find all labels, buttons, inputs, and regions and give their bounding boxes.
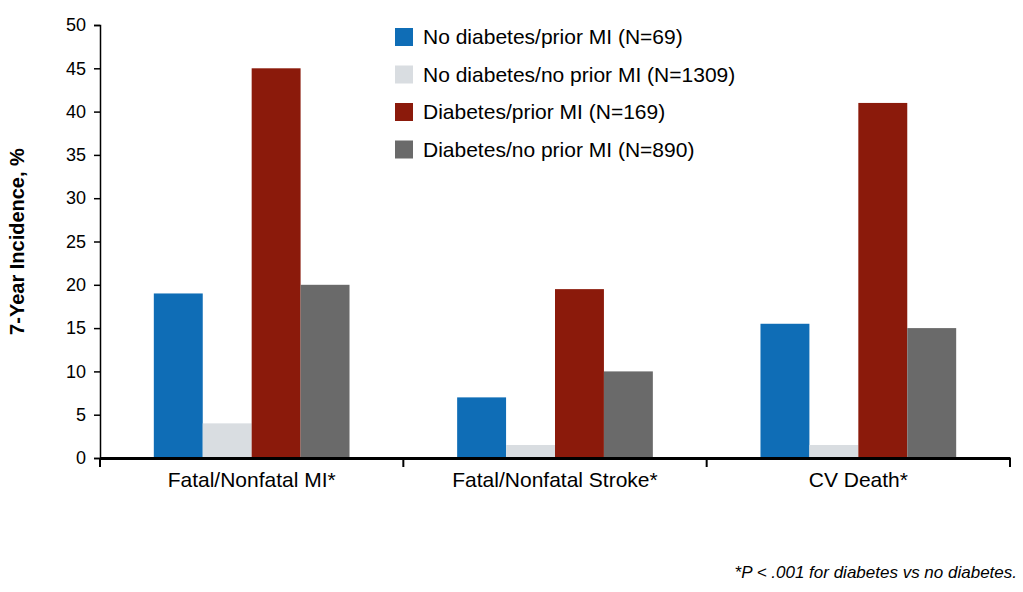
y-tick-mark bbox=[94, 285, 100, 287]
legend: No diabetes/prior MI (N=69) No diabetes/n… bbox=[395, 25, 735, 161]
bar bbox=[252, 68, 301, 458]
legend-swatch bbox=[395, 141, 413, 159]
y-tick: 15 bbox=[66, 318, 100, 338]
bar bbox=[301, 285, 350, 458]
y-tick-label: 0 bbox=[76, 448, 86, 468]
bar bbox=[457, 397, 506, 458]
bar bbox=[809, 445, 858, 458]
y-tick: 25 bbox=[66, 232, 100, 252]
y-tick-mark bbox=[94, 241, 100, 243]
x-tick-label: Fatal/Nonfatal Stroke* bbox=[452, 468, 657, 491]
plot: 05101520253035404550Fatal/Nonfatal MI*Fa… bbox=[66, 15, 1011, 491]
x-tick: CV Death* bbox=[809, 458, 908, 491]
y-tick: 50 bbox=[66, 15, 100, 35]
y-axis-line bbox=[94, 26, 101, 459]
legend-swatch bbox=[395, 28, 413, 46]
y-tick-label: 15 bbox=[66, 318, 86, 338]
y-tick-label: 25 bbox=[66, 232, 86, 252]
bar bbox=[760, 324, 809, 458]
bar bbox=[555, 289, 604, 458]
y-tick: 35 bbox=[66, 145, 100, 165]
y-tick-label: 45 bbox=[66, 59, 86, 79]
y-axis: 0 5 10 15 20 25 30 35 40 45 50 bbox=[66, 15, 101, 468]
y-tick-mark bbox=[94, 414, 100, 416]
x-tick-label: Fatal/Nonfatal MI* bbox=[168, 468, 336, 491]
legend-label: No diabetes/no prior MI (N=1309) bbox=[423, 63, 735, 86]
y-tick-label: 40 bbox=[66, 102, 86, 122]
chart: 05101520253035404550Fatal/Nonfatal MI*Fa… bbox=[0, 0, 1023, 592]
y-tick: 0 bbox=[76, 448, 100, 468]
x-tick: Fatal/Nonfatal MI* bbox=[168, 458, 336, 491]
bar bbox=[203, 423, 252, 458]
y-tick-label: 5 bbox=[76, 405, 86, 425]
legend-item: Diabetes/prior MI (N=169) bbox=[395, 100, 665, 123]
y-tick: 5 bbox=[76, 405, 100, 425]
bars bbox=[154, 68, 956, 458]
legend-swatch bbox=[395, 66, 413, 84]
y-tick-mark bbox=[94, 371, 100, 373]
y-tick: 45 bbox=[66, 59, 100, 79]
y-tick-mark bbox=[94, 111, 100, 113]
legend-item: No diabetes/no prior MI (N=1309) bbox=[395, 63, 735, 86]
legend-label: Diabetes/no prior MI (N=890) bbox=[423, 138, 694, 161]
x-tick-label: CV Death* bbox=[809, 468, 908, 491]
category-separator bbox=[1009, 458, 1011, 467]
bar bbox=[858, 103, 907, 458]
legend-item: Diabetes/no prior MI (N=890) bbox=[395, 138, 694, 161]
y-tick: 40 bbox=[66, 102, 100, 122]
y-tick: 10 bbox=[66, 362, 100, 382]
y-tick-label: 10 bbox=[66, 362, 86, 382]
legend-item: No diabetes/prior MI (N=69) bbox=[395, 25, 683, 48]
category-separator bbox=[402, 458, 404, 467]
bar bbox=[604, 371, 653, 458]
y-axis-title: 7-Year Incidence, % bbox=[6, 148, 28, 335]
y-tick: 30 bbox=[66, 188, 100, 208]
category-separator bbox=[99, 458, 101, 467]
legend-label: Diabetes/prior MI (N=169) bbox=[423, 100, 665, 123]
x-tick: Fatal/Nonfatal Stroke* bbox=[452, 458, 657, 491]
bar bbox=[907, 328, 956, 458]
y-tick: 20 bbox=[66, 275, 100, 295]
x-axis: Fatal/Nonfatal MI* Fatal/Nonfatal Stroke*… bbox=[101, 458, 1011, 491]
bar bbox=[506, 445, 555, 458]
y-tick-label: 35 bbox=[66, 145, 86, 165]
category-separator bbox=[706, 458, 708, 467]
y-tick-label: 20 bbox=[66, 275, 86, 295]
footnote: *P < .001 for diabetes vs no diabetes. bbox=[735, 563, 1017, 582]
y-tick-mark bbox=[94, 25, 100, 27]
y-tick-label: 50 bbox=[66, 15, 86, 35]
y-tick-mark bbox=[94, 68, 100, 70]
y-tick-mark bbox=[94, 328, 100, 330]
legend-swatch bbox=[395, 103, 413, 121]
bar bbox=[154, 293, 203, 458]
y-tick-mark bbox=[94, 155, 100, 157]
legend-label: No diabetes/prior MI (N=69) bbox=[423, 25, 683, 48]
y-tick-label: 30 bbox=[66, 188, 86, 208]
x-axis-line bbox=[101, 457, 1011, 460]
y-tick-mark bbox=[94, 198, 100, 200]
